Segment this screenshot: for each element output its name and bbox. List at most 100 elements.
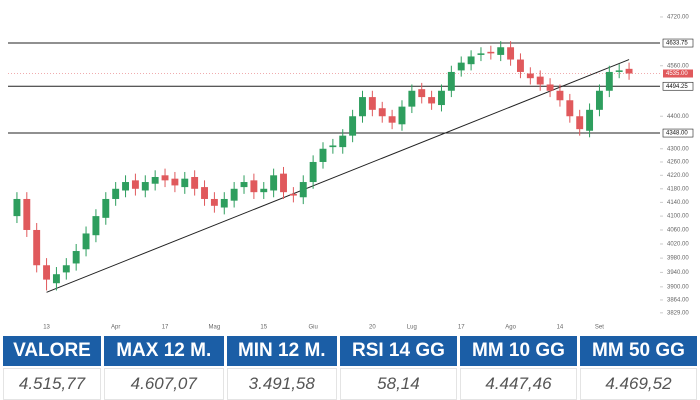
x-tick-label: 17 — [162, 325, 169, 331]
candle-body — [378, 108, 386, 117]
x-tick-label: 17 — [458, 325, 465, 331]
candle-body — [507, 47, 515, 60]
candle-body — [250, 180, 258, 193]
x-tick-label: 14 — [557, 325, 564, 331]
level-box — [662, 128, 694, 138]
value-cell: 58,14 — [339, 368, 457, 400]
candle-body — [457, 62, 465, 71]
candle-body — [141, 182, 149, 191]
candle-body — [33, 229, 41, 266]
value-cell: 4.515,77 — [3, 368, 101, 400]
candle-body — [289, 193, 297, 196]
candle-body — [487, 51, 495, 54]
last-price-label: 4535.00 — [666, 71, 688, 77]
x-tick-label: Lug — [407, 325, 417, 331]
candle-body — [349, 116, 357, 136]
candle-body — [428, 97, 436, 104]
candle-body — [112, 188, 120, 199]
y-tick-label: 4560.00 — [667, 63, 689, 69]
candle-body — [240, 182, 248, 188]
y-tick-label: 4060.00 — [667, 228, 689, 234]
candle-body — [388, 116, 396, 123]
x-tick-label: 15 — [260, 325, 267, 331]
candle-body — [536, 76, 544, 85]
candle-body — [62, 265, 70, 273]
candle-body — [191, 176, 199, 189]
chart: 4720.00 4560.00 4400.00 4300.00 4260.00 4220.… — [8, 15, 694, 331]
y-tick-label: 3940.00 — [667, 270, 689, 276]
header-cell: MAX 12 M. — [103, 336, 224, 366]
header-cell: MM 50 GG — [579, 336, 697, 366]
value-cell: 4.607,07 — [103, 368, 224, 400]
candle-body — [270, 175, 278, 191]
candle-body — [497, 47, 505, 55]
candle-body — [447, 71, 455, 91]
candle-body — [23, 198, 31, 230]
header-cell: MM 10 GG — [459, 336, 577, 366]
y-tick-label: 4300.00 — [667, 146, 689, 152]
level-box — [662, 81, 694, 91]
header-row: VALORE MAX 12 M. MIN 12 M. RSI 14 GG MM 10 G… — [3, 336, 697, 366]
candle-body — [210, 198, 218, 206]
candle-body — [52, 274, 60, 284]
level-box — [662, 38, 694, 48]
candle-body — [329, 145, 337, 148]
candle-body — [526, 73, 534, 79]
candle-body — [319, 148, 327, 162]
last-price-box — [663, 69, 693, 78]
y-tick-label: 3829.00 — [667, 310, 689, 316]
candle-body — [161, 175, 169, 181]
y-tick-label: 4260.00 — [667, 160, 689, 166]
x-tick-label: Set — [595, 325, 604, 331]
candle-body — [82, 233, 90, 250]
candle-body — [280, 173, 287, 193]
candle-body — [438, 90, 445, 106]
candle-body — [171, 178, 179, 186]
candle-body — [260, 188, 268, 193]
x-tick-label: Ago — [505, 325, 516, 331]
value-row: 4.515,77 4.607,07 3.491,58 58,14 4.447,46 4.4… — [3, 368, 697, 400]
candle-body — [220, 198, 228, 208]
candle-body — [418, 89, 426, 98]
candle-body — [151, 176, 159, 184]
trendline — [46, 59, 630, 293]
candle-body — [517, 59, 524, 72]
candle-body — [92, 216, 100, 236]
candle-body — [359, 97, 366, 117]
x-tick-label: 20 — [369, 325, 376, 331]
x-tick-label: 13 — [43, 325, 50, 331]
candle-body — [625, 68, 633, 74]
candle-body — [339, 135, 347, 148]
level-label: 4633.75 — [666, 41, 688, 47]
x-tick-label: Mag — [209, 325, 221, 331]
candle-body — [368, 97, 376, 110]
candle-body — [299, 182, 307, 198]
level-label: 4348.00 — [666, 131, 688, 137]
candle-body — [398, 106, 406, 125]
y-tick-label: 4220.00 — [667, 173, 689, 179]
candle-body — [586, 109, 594, 131]
candle-body — [102, 198, 110, 218]
value-cell: 4.447,46 — [459, 368, 577, 400]
candle-body — [556, 90, 564, 101]
y-tick-label: 3980.00 — [667, 256, 689, 262]
candle-body — [408, 90, 416, 107]
candle-body — [566, 100, 574, 117]
y-tick-label: 4180.00 — [667, 186, 689, 192]
y-tick-label: 4400.00 — [667, 114, 689, 120]
candle-body — [201, 187, 208, 199]
x-tick-label: Giu — [308, 325, 317, 331]
candle-body — [477, 53, 485, 55]
candle-body — [43, 265, 51, 280]
candle-body — [576, 116, 584, 130]
header-cell: RSI 14 GG — [339, 336, 457, 366]
candle-body — [72, 251, 80, 264]
candle-body — [615, 70, 623, 72]
value-cell: 3.491,58 — [226, 368, 337, 400]
candle-body — [13, 198, 21, 217]
candle-body — [181, 178, 189, 188]
candle-body — [467, 56, 475, 65]
candle-body — [230, 188, 238, 201]
y-tick-label: 4020.00 — [667, 242, 689, 248]
